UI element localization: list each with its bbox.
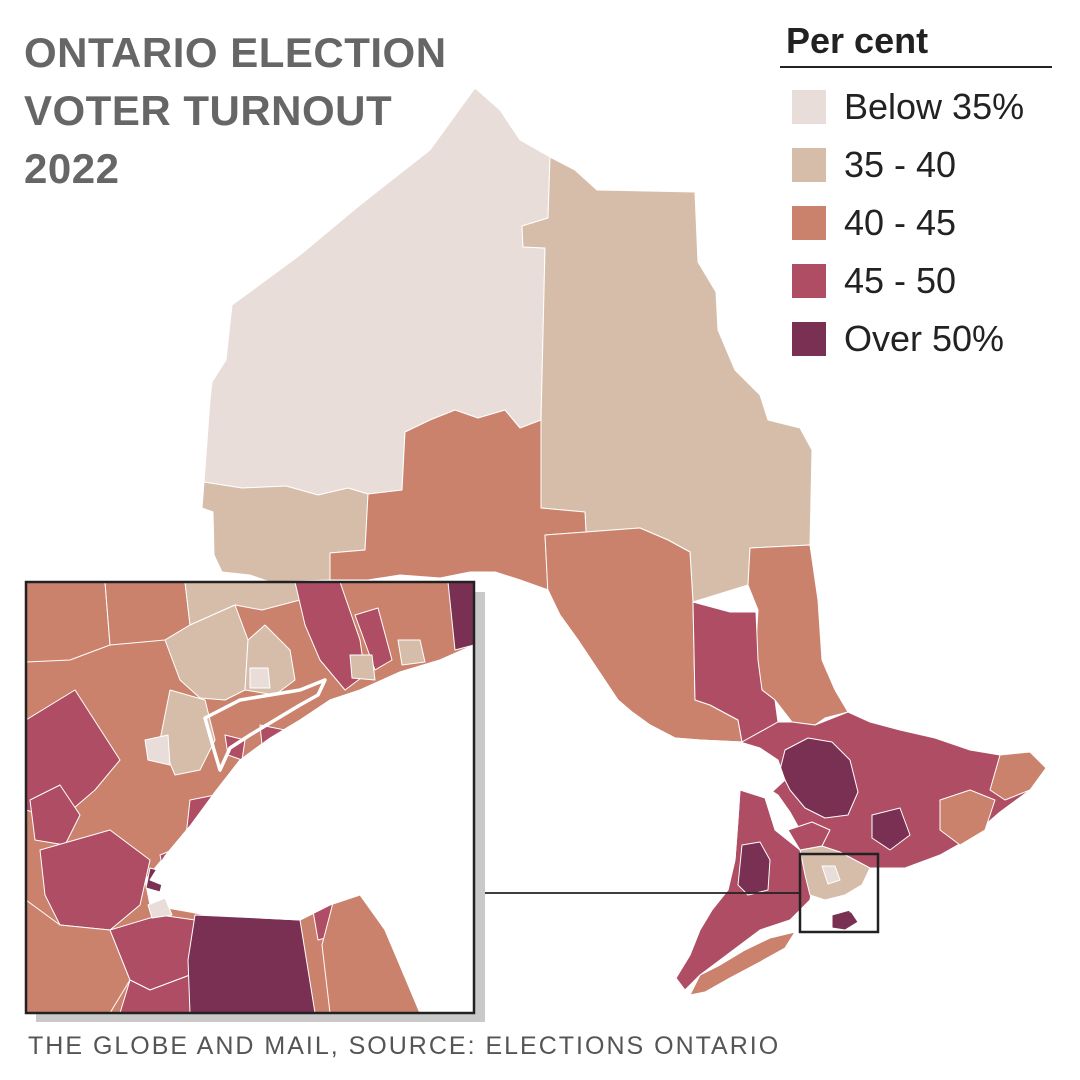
district-simcoe (787, 821, 831, 851)
chart-title: ONTARIO ELECTION VOTER TURNOUT 2022 (24, 24, 447, 198)
legend-swatch (792, 90, 826, 124)
district-niagara (831, 909, 859, 931)
district-bay-of-quinte (871, 807, 911, 851)
title-line-2: VOTER TURNOUT (24, 87, 393, 134)
legend-swatch (792, 148, 826, 182)
district-leeds-grenville (939, 789, 996, 846)
legend-label: 45 - 50 (844, 260, 957, 301)
legend-title: Per cent (786, 20, 929, 61)
legend-divider (780, 66, 1052, 68)
source-credit: THE GLOBE AND MAIL, SOURCE: ELECTIONS ON… (28, 1032, 781, 1060)
district-bruce-grey-owen-sound (737, 841, 771, 896)
district-gta-core (821, 865, 841, 885)
legend-item-below-35: Below 35% (780, 78, 1052, 136)
legend-label: Over 50% (844, 318, 1005, 359)
district-glengarry-prescott-russell (989, 751, 1047, 801)
district-lake-erie-shore (689, 931, 796, 996)
legend-item-35-40: 35 - 40 (780, 136, 1052, 194)
lake-ontario (844, 859, 951, 913)
legend-label: Below 35% (844, 86, 1025, 127)
legend: Per cent Below 35% 35 - 40 40 - 45 45 - … (780, 18, 1052, 368)
legend-label: 35 - 40 (844, 144, 957, 185)
legend-item-45-50: 45 - 50 (780, 252, 1052, 310)
inset-map-gta (24, 580, 476, 1015)
legend-swatch (792, 206, 826, 240)
title-line-1: ONTARIO ELECTION (24, 29, 447, 76)
lake-huron-nipigon (739, 741, 786, 793)
legend-swatch (792, 322, 826, 356)
legend-item-40-45: 40 - 45 (780, 194, 1052, 252)
legend-swatch (792, 264, 826, 298)
district-nickel-belt (692, 601, 779, 743)
lake-superior (469, 571, 756, 979)
legend-item-over-50: Over 50% (780, 310, 1052, 368)
district-haliburton-kawartha (779, 737, 859, 819)
legend-label: 40 - 45 (844, 202, 957, 243)
title-line-3: 2022 (24, 145, 120, 192)
